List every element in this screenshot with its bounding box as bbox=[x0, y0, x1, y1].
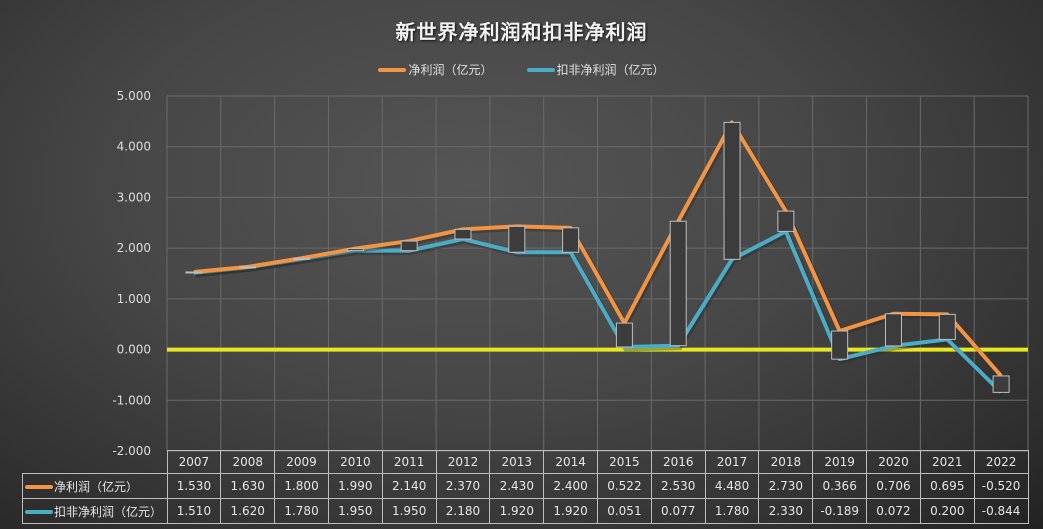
table-cell: -0.189 bbox=[812, 498, 868, 524]
table-row: 扣非净利润（亿元） 1.510 1.620 1.780 1.950 1.950 2.180 1… bbox=[22, 498, 1029, 524]
y-tick-label: 4.000 bbox=[117, 140, 151, 154]
row-swatch bbox=[25, 485, 53, 489]
up-down-bar bbox=[185, 271, 203, 274]
table-cell: 2.530 bbox=[650, 473, 706, 499]
table-cell: 1.950 bbox=[381, 498, 437, 524]
table-year-header: 2012 bbox=[435, 450, 491, 474]
table-cell: 1.510 bbox=[166, 498, 222, 524]
y-tick-label: 2.000 bbox=[117, 241, 151, 255]
table-cell: 0.706 bbox=[866, 473, 921, 499]
line-net-profit bbox=[193, 120, 1003, 378]
table-year-header: 2017 bbox=[704, 450, 760, 474]
table-cell: 0.077 bbox=[650, 498, 706, 524]
chart-title: 新世界净利润和扣非净利润 bbox=[395, 20, 648, 44]
table-cell: 0.366 bbox=[812, 473, 868, 499]
table-year-header: 2013 bbox=[489, 450, 545, 474]
y-tick-label: -1.000 bbox=[112, 393, 151, 407]
table-cell: 0.200 bbox=[919, 498, 975, 524]
up-down-bar bbox=[400, 240, 418, 252]
legend: 净利润（亿元） 扣非净利润（亿元） bbox=[0, 61, 1043, 78]
table-cell: 2.330 bbox=[758, 498, 814, 524]
table-cell: 2.180 bbox=[435, 498, 491, 524]
table-year-header: 2018 bbox=[758, 450, 814, 474]
y-tick-label: 1.000 bbox=[117, 292, 151, 306]
table-cell: 1.530 bbox=[166, 473, 222, 499]
table-year-header: 2019 bbox=[812, 450, 868, 474]
up-down-bar bbox=[992, 375, 1010, 393]
table-corner bbox=[23, 451, 168, 474]
table-year-header: 2009 bbox=[274, 450, 329, 474]
table-year-header: 2014 bbox=[543, 450, 598, 474]
table-cell: 1.620 bbox=[220, 498, 276, 524]
y-tick-label: 5.000 bbox=[117, 89, 151, 103]
line-net-profit-shadow bbox=[195, 119, 1005, 380]
table-cell: -0.520 bbox=[973, 473, 1029, 499]
table-year-header: 2020 bbox=[866, 450, 921, 474]
table-year-header: 2022 bbox=[973, 450, 1029, 474]
legend-item-net-profit[interactable]: 净利润（亿元） bbox=[378, 61, 493, 78]
table-cell: 0.072 bbox=[866, 498, 921, 524]
y-tick-label: 0.000 bbox=[117, 343, 151, 357]
table-row-label: 净利润（亿元） bbox=[22, 473, 168, 499]
legend-swatch-deducted-profit bbox=[526, 67, 555, 72]
table-cell: 1.630 bbox=[220, 473, 276, 499]
up-down-bar bbox=[831, 330, 849, 360]
table-cell: 0.695 bbox=[919, 473, 975, 499]
table-row: 净利润（亿元） 1.530 1.630 1.800 1.990 2.140 2.370 2.4… bbox=[22, 473, 1029, 499]
table-cell: 4.480 bbox=[704, 473, 760, 499]
up-down-bar bbox=[562, 227, 580, 253]
table-cell: 1.920 bbox=[543, 498, 598, 524]
up-down-bar bbox=[777, 210, 795, 232]
legend-label-net-profit: 净利润（亿元） bbox=[408, 63, 493, 77]
up-down-bar bbox=[723, 121, 741, 260]
table-row-label: 扣非净利润（亿元） bbox=[22, 498, 168, 524]
table-cell: 2.370 bbox=[435, 473, 491, 499]
table-cell: 1.780 bbox=[704, 498, 760, 524]
up-down-bar bbox=[884, 313, 902, 347]
table-cell: 1.990 bbox=[327, 473, 383, 499]
table-cell: 1.920 bbox=[489, 498, 545, 524]
table-cell: 2.430 bbox=[489, 473, 545, 499]
table-year-header: 2011 bbox=[381, 450, 437, 474]
table-cell: 2.730 bbox=[758, 473, 814, 499]
y-tick-label: 3.000 bbox=[117, 190, 151, 204]
up-down-bar bbox=[938, 313, 956, 340]
up-down-bar bbox=[669, 220, 687, 347]
table-year-header: 2016 bbox=[650, 450, 706, 474]
row-swatch bbox=[25, 510, 53, 514]
table-year-header: 2010 bbox=[327, 450, 383, 474]
table-header-row: 2007 2008 2009 2010 2011 2012 2013 2014 2015 2016… bbox=[23, 450, 1029, 474]
up-down-bar bbox=[346, 248, 364, 252]
table-cell: 2.140 bbox=[381, 473, 437, 499]
legend-item-deducted-profit[interactable]: 扣非净利润（亿元） bbox=[526, 61, 665, 78]
table-year-header: 2007 bbox=[166, 450, 222, 474]
legend-swatch-net-profit bbox=[378, 67, 407, 72]
table-cell: -0.844 bbox=[973, 498, 1029, 524]
table-cell: 1.800 bbox=[274, 473, 329, 499]
table-year-header: 2021 bbox=[919, 450, 975, 474]
table-cell: 1.780 bbox=[274, 498, 329, 524]
table-year-header: 2008 bbox=[220, 450, 276, 474]
table-year-header: 2015 bbox=[597, 450, 652, 474]
table-cell: 0.051 bbox=[597, 498, 652, 524]
table-cell: 0.522 bbox=[597, 473, 652, 499]
up-down-bar bbox=[508, 225, 526, 253]
table-cell: 1.950 bbox=[327, 498, 383, 524]
up-down-bar bbox=[293, 257, 311, 260]
legend-label-deducted-profit: 扣非净利润（亿元） bbox=[556, 63, 665, 77]
up-down-bar bbox=[615, 322, 633, 348]
data-table: 2007 2008 2009 2010 2011 2012 2013 2014 2015 2016… bbox=[22, 450, 1029, 524]
up-down-bar bbox=[454, 228, 472, 240]
y-tick-label: -2.000 bbox=[112, 444, 151, 458]
up-down-bar bbox=[239, 266, 257, 269]
table-cell: 2.400 bbox=[543, 473, 598, 499]
